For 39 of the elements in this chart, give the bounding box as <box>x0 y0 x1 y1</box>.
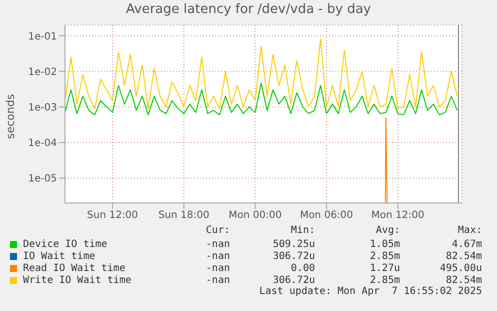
text: 82.54m <box>444 250 482 262</box>
text: 82.54m <box>444 274 482 286</box>
text: Cur: <box>204 225 230 238</box>
y-axis-title: seconds <box>4 94 17 139</box>
y-tick-label: 1e-02 <box>28 66 57 78</box>
legend-label: Device IO time <box>22 238 108 250</box>
text: Min: <box>290 225 315 238</box>
text: 1.27u <box>368 262 400 274</box>
text: 2.85m <box>368 274 400 286</box>
x-tick-label: Sun 12:00 <box>87 210 138 222</box>
y-tick-label: 1e-01 <box>28 31 57 42</box>
text: 495.00u <box>438 262 482 274</box>
text: -nan <box>204 262 230 274</box>
text: 2.85m <box>368 250 400 262</box>
text: Last update: Mon Apr 7 16:55:02 2025 <box>258 286 482 299</box>
text: 4.67m <box>450 238 482 250</box>
y-tick-label: 1e-04 <box>28 138 57 150</box>
x-tick-label: Sun 18:00 <box>158 210 210 222</box>
y-tick-label: 1e-05 <box>28 174 57 185</box>
y-tick-label: 1e-03 <box>28 102 57 114</box>
chart-title: Average latency for /dev/vda - by day <box>125 2 372 17</box>
text: -nan <box>204 250 230 262</box>
x-tick-label: Mon 00:00 <box>228 210 282 222</box>
text: 1.05m <box>368 238 400 250</box>
text: -nan <box>204 274 230 286</box>
x-tick-label: Mon 06:00 <box>300 210 354 222</box>
x-tick-label: Mon 12:00 <box>371 210 424 222</box>
text: Avg: <box>374 225 400 238</box>
text: 306.72u <box>272 250 315 262</box>
line-series <box>65 82 458 116</box>
text: Max: <box>456 225 482 238</box>
legend-label: Read IO Wait time <box>22 262 126 274</box>
line-series <box>65 38 458 110</box>
text: 509.25u <box>272 238 315 250</box>
legend-label: IO Wait time <box>22 250 96 262</box>
legend-label: Write IO Wait time <box>22 274 132 286</box>
text: -nan <box>204 238 230 250</box>
text: 0.00 <box>290 262 315 274</box>
text: 306.72u <box>272 274 315 286</box>
